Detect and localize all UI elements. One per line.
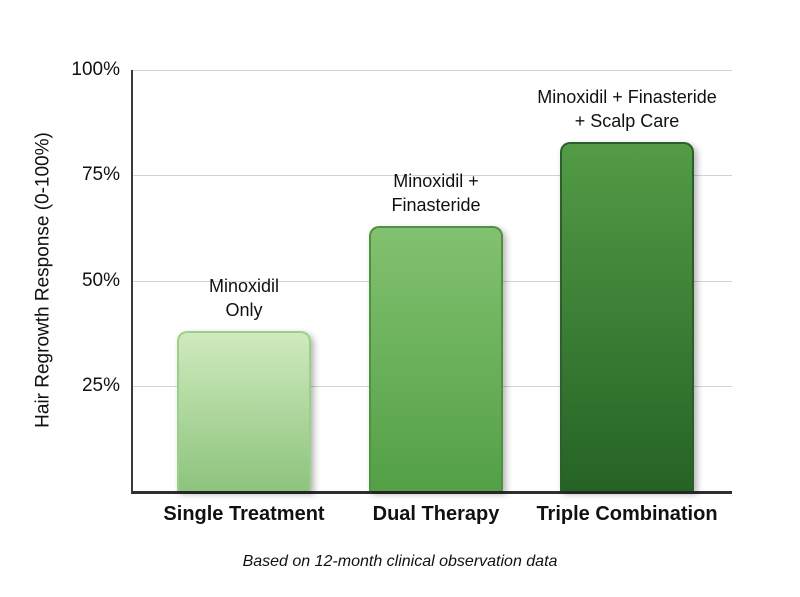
bar-label-line2: Finasteride <box>391 194 481 215</box>
bar-label-single-treatment: Minoxidil Only <box>119 275 369 322</box>
y-tick-50: 50% <box>81 269 120 291</box>
bar-label-line2: Only <box>225 299 263 320</box>
y-tick-75: 75% <box>81 164 120 186</box>
plot-area: 100% 75% 50% 25% Minoxidil Only Single T… <box>71 59 732 525</box>
bar-group-single-treatment: Minoxidil Only Single Treatment <box>163 276 324 525</box>
bar-group-dual-therapy: Minoxidil + Finasteride Dual Therapy <box>369 171 503 525</box>
bar-group-triple-combination: Minoxidil + Finasteride + Scalp Care Tri… <box>536 87 717 525</box>
bar-label-line2: + Scalp Care <box>574 110 680 131</box>
bar-triple-combination <box>560 142 694 491</box>
gridline-100 <box>133 70 732 71</box>
bar-label-dual-therapy: Minoxidil + Finasteride <box>311 170 561 217</box>
bar-dual-therapy <box>369 226 503 491</box>
bar-label-triple-combination: Minoxidil + Finasteride + Scalp Care <box>502 86 752 133</box>
bar-label-line1: Minoxidil + <box>393 171 479 192</box>
gridline-75 <box>133 175 732 177</box>
x-category-triple-combination: Triple Combination <box>536 503 718 525</box>
y-tick-100: 100% <box>71 59 120 80</box>
x-category-dual-therapy: Dual Therapy <box>372 503 500 525</box>
bar-label-line1: Minoxidil + Finasteride <box>537 87 717 108</box>
bar-label-line1: Minoxidil <box>208 276 280 297</box>
x-category-single-treatment: Single Treatment <box>163 503 325 525</box>
chart-caption: Based on 12-month clinical observation d… <box>242 553 558 570</box>
y-tick-25: 25% <box>81 374 120 396</box>
bar-single-treatment <box>177 331 311 491</box>
